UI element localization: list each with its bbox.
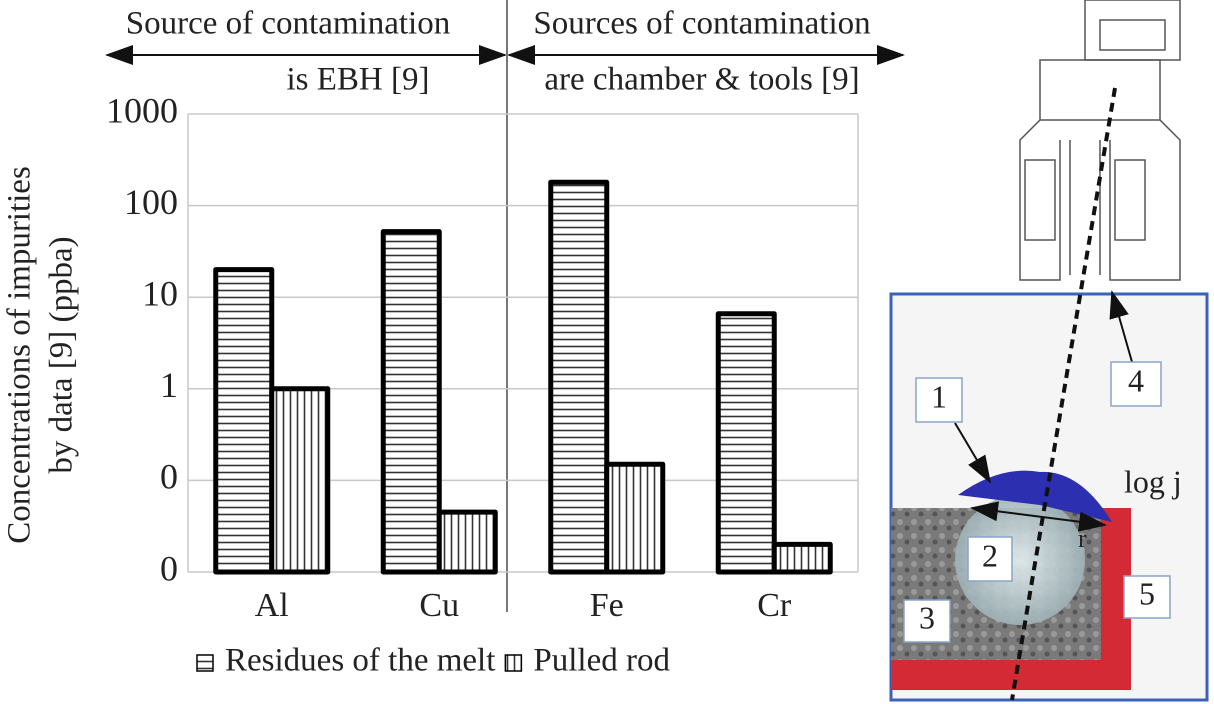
- bar: [771, 541, 833, 575]
- diagram-label: 3: [919, 599, 935, 635]
- pointer: [954, 422, 992, 484]
- diagram-label: 5: [1139, 575, 1155, 611]
- mechanism: [1019, 0, 1181, 281]
- bar: [213, 267, 275, 575]
- bar: [269, 386, 331, 575]
- diagram-label: 4: [1128, 362, 1144, 398]
- y-tick-label: 1000: [106, 90, 178, 130]
- y-tick-label: 1: [160, 365, 178, 405]
- radius: [970, 501, 1107, 532]
- diagram-label: 2: [982, 537, 998, 573]
- y-axis-title-line: Concentrations of impurities: [2, 166, 38, 544]
- annotation: is EBH [9]: [287, 62, 430, 98]
- annotation: are chamber & tools [9]: [544, 62, 859, 98]
- y-tick-label: 10: [142, 273, 178, 313]
- label-boxes: [903, 361, 1171, 643]
- annotation: Source of contamination: [126, 6, 450, 42]
- diagram-label: log j: [1124, 463, 1182, 499]
- pointer: [1109, 290, 1133, 363]
- annotations: Source of contamination is EBH [9] Sourc…: [105, 0, 905, 612]
- bar: [548, 179, 610, 575]
- legend-swatch: [504, 654, 523, 672]
- x-tick-label: Cr: [757, 587, 792, 624]
- bar: [436, 509, 498, 575]
- y-tick-label: 0: [160, 548, 178, 588]
- annotation: Sources of contamination: [533, 6, 870, 42]
- y-tick-label: 100: [124, 182, 178, 222]
- beam: [1010, 87, 1117, 701]
- legend-label: Pulled rod: [533, 643, 670, 679]
- diagram: 1 2 3 4 5 log j r: [889, 0, 1209, 702]
- legend-swatch: [196, 654, 214, 672]
- diagram-label: 1: [931, 378, 947, 414]
- bar: [380, 229, 442, 575]
- y-axis-title: Concentrations of impurities by data [9]…: [2, 166, 80, 544]
- crucible: [891, 508, 1131, 690]
- y-tick-label: 0: [160, 457, 178, 497]
- x-tick-label: Fe: [590, 587, 624, 624]
- bar: [715, 311, 777, 575]
- x-tick-label: Cu: [419, 587, 459, 624]
- x-tick-label: Al: [255, 587, 289, 624]
- plot: 0 0 1 10 100 1000 Al Cu Fe Cr Residues of the melt…: [106, 90, 859, 679]
- legend-label: Residues of the melt: [225, 643, 495, 679]
- bar: [604, 461, 666, 575]
- y-axis-title-line: by data [9] (ppba): [44, 236, 80, 473]
- diagram-label: r: [1078, 524, 1087, 553]
